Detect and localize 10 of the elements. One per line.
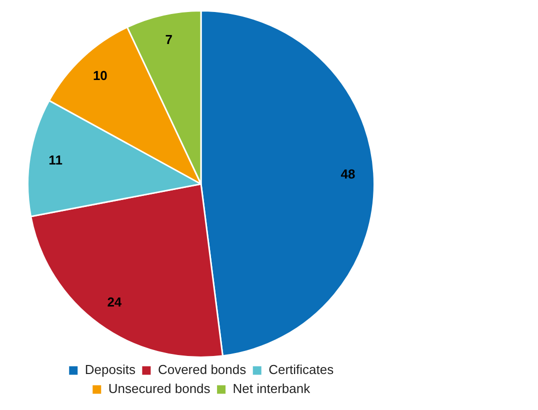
data-label: 11 <box>48 152 62 168</box>
data-label: 10 <box>92 68 108 84</box>
legend-label: Covered bonds <box>158 362 247 378</box>
data-label: 24 <box>107 294 122 310</box>
legend-label: Net interbank <box>232 381 311 396</box>
legend-label: Unsecured bonds <box>108 381 211 396</box>
legend-label: Deposits <box>84 362 136 378</box>
data-label: 7 <box>165 32 172 47</box>
legend-label: Certificates <box>268 362 334 378</box>
data-label: 48 <box>340 166 356 182</box>
